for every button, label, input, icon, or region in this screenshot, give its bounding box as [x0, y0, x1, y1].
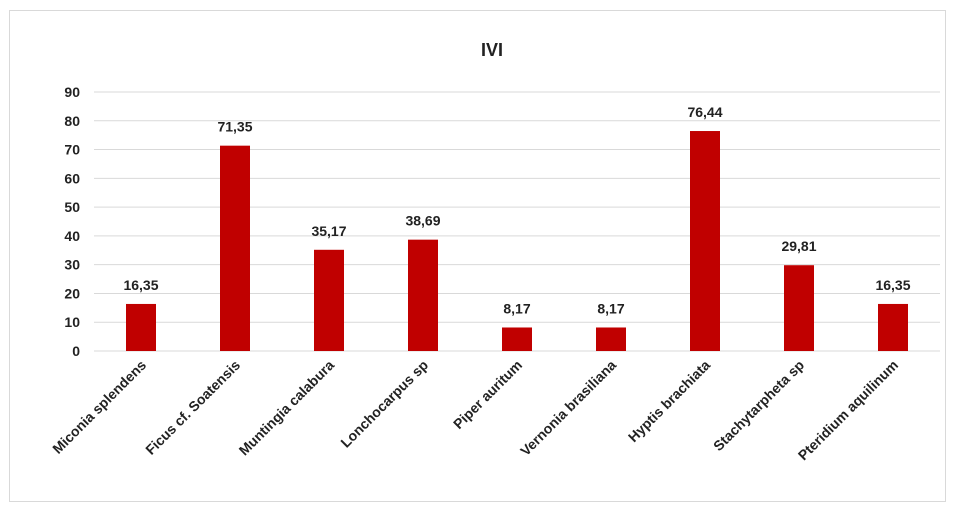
x-category-label: Hyptis brachiata — [625, 357, 713, 445]
bar — [220, 145, 250, 351]
bar — [126, 303, 156, 351]
bar — [314, 249, 344, 351]
y-tick-label: 40 — [64, 228, 80, 244]
x-category-label: Miconia splendens — [49, 357, 149, 457]
bars — [126, 131, 908, 351]
data-label: 76,44 — [687, 104, 722, 120]
y-axis-ticks: 0 10 20 30 40 50 60 70 80 90 — [64, 84, 80, 359]
y-tick-label: 10 — [64, 314, 80, 330]
y-tick-label: 70 — [64, 142, 80, 158]
y-tick-label: 60 — [64, 170, 80, 186]
y-tick-label: 30 — [64, 257, 80, 273]
x-category-label: Piper auritum — [450, 357, 525, 432]
bar — [784, 265, 814, 351]
bar — [408, 239, 438, 351]
data-label: 8,17 — [597, 300, 624, 316]
bar — [878, 303, 908, 351]
x-category-label: Muntingia calabura — [236, 357, 338, 459]
x-category-label: Pteridium aquilinum — [795, 357, 901, 463]
y-tick-label: 50 — [64, 199, 80, 215]
data-label: 35,17 — [311, 223, 346, 239]
data-label: 71,35 — [217, 119, 252, 135]
y-tick-label: 0 — [72, 343, 80, 359]
data-label: 16,35 — [123, 277, 158, 293]
bar — [690, 131, 720, 351]
y-tick-label: 90 — [64, 84, 80, 100]
bar — [502, 327, 532, 351]
data-label: 29,81 — [781, 238, 816, 254]
y-tick-label: 80 — [64, 113, 80, 129]
chart-title: IVI — [481, 40, 503, 60]
data-label: 38,69 — [405, 213, 440, 229]
data-label: 16,35 — [875, 277, 910, 293]
x-category-label: Ficus cf. Soatensis — [142, 357, 243, 458]
x-category-label: Vernonia brasiliana — [517, 357, 619, 459]
data-label: 8,17 — [503, 300, 530, 316]
x-category-label: Stachytarpheta sp — [710, 357, 807, 454]
x-category-label: Lonchocarpus sp — [337, 357, 431, 451]
bar — [596, 327, 626, 351]
data-labels: 16,35 71,35 35,17 38,69 8,17 8,17 76,44 29,81 16… — [123, 104, 910, 316]
y-tick-label: 20 — [64, 285, 80, 301]
